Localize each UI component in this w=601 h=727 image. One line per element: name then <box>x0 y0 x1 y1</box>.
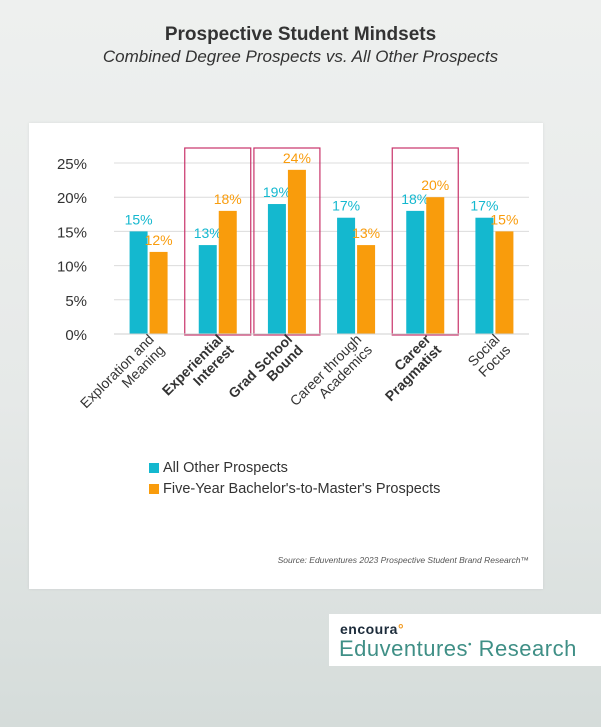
y-tick-label: 5% <box>65 293 87 310</box>
y-tick-label: 25% <box>57 156 87 173</box>
bar <box>337 217 356 334</box>
chart-legend: All Other Prospects Five-Year Bachelor's… <box>149 457 440 499</box>
bar <box>357 245 376 334</box>
eduventures-name: Eduventures• Research <box>339 636 577 661</box>
highlight-box <box>184 147 252 336</box>
legend-label-five-year: Five-Year Bachelor's-to-Master's Prospec… <box>163 480 441 497</box>
highlight-box <box>253 147 321 336</box>
data-label: 13% <box>194 225 222 241</box>
bar <box>218 210 237 334</box>
bar <box>287 169 306 334</box>
eduventures-word: Eduventures <box>339 636 469 661</box>
legend-swatch-all-other <box>149 462 159 473</box>
data-label: 20% <box>421 177 449 193</box>
bar <box>475 217 494 334</box>
bar <box>198 245 217 334</box>
logo-accent: ° <box>397 621 405 637</box>
research-word: Research <box>478 636 577 661</box>
legend-item-five-year: Five-Year Bachelor's-to-Master's Prospec… <box>149 478 440 499</box>
bar <box>267 204 286 334</box>
source-note: Source: Eduventures 2023 Prospective Stu… <box>277 555 529 565</box>
legend-swatch-five-year <box>149 483 159 494</box>
brand-logo-box: encoura° Eduventures• Research <box>329 614 601 666</box>
data-label: 24% <box>283 150 311 166</box>
bar <box>406 210 425 334</box>
legend-label-all-other: All Other Prospects <box>163 459 288 476</box>
chart-subtitle: Combined Degree Prospects vs. All Other … <box>102 47 499 66</box>
bar <box>149 251 168 334</box>
data-label: 19% <box>263 184 291 200</box>
bar <box>129 231 148 334</box>
data-label: 15% <box>490 211 518 227</box>
chart-title: Prospective Student Mindsets <box>164 24 437 45</box>
data-label: 17% <box>332 198 360 214</box>
bar <box>426 197 445 334</box>
data-label: 18% <box>401 191 429 207</box>
y-tick-label: 0% <box>65 327 87 344</box>
chart-card: 0% 5% 10% 15% 20% 25% 15% 13% 19% 17% 18% 17% 12% 18%… <box>29 123 543 589</box>
y-tick-label: 15% <box>57 224 87 241</box>
bar <box>495 231 514 334</box>
legend-item-all-other: All Other Prospects <box>149 457 440 478</box>
data-label: 15% <box>125 211 153 227</box>
y-tick-label: 20% <box>57 190 87 207</box>
data-label: 13% <box>352 225 380 241</box>
y-tick-label: 10% <box>57 259 87 276</box>
highlight-box <box>391 147 459 336</box>
encoura-logo-text: encoura <box>340 621 398 637</box>
encoura-logo: encoura° <box>340 621 404 637</box>
bar-chart: 0% 5% 10% 15% 20% 25% 15% 13% 19% 17% 18% 17% 12% 18%… <box>57 147 529 411</box>
data-label: 18% <box>214 191 242 207</box>
data-label: 17% <box>470 198 498 214</box>
data-label: 12% <box>145 232 173 248</box>
